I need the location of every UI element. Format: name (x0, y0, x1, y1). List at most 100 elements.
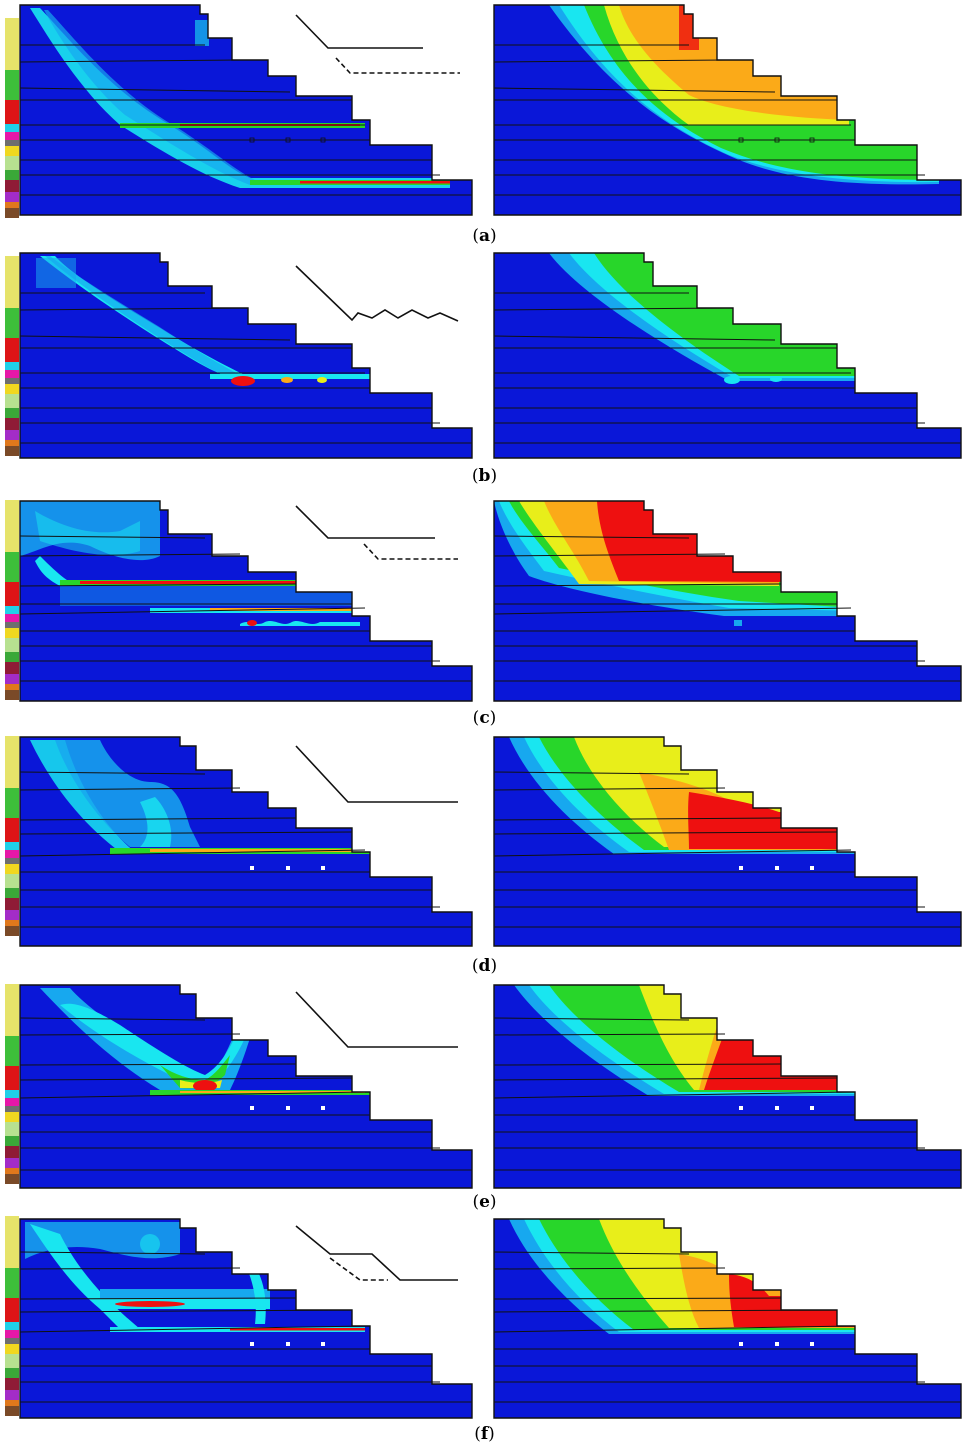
legend-swatch (5, 622, 19, 628)
legend-swatch (5, 898, 19, 910)
legend-swatch (5, 662, 19, 674)
legend-swatch (5, 1122, 19, 1136)
legend-swatch (5, 58, 19, 70)
legend-swatch (5, 1390, 19, 1400)
strain-contour-plot (19, 500, 473, 702)
legend-swatch (5, 384, 19, 394)
legend-swatch (5, 146, 19, 156)
legend-swatch (5, 256, 19, 296)
material-legend-bar (5, 500, 19, 700)
legend-swatch (5, 818, 19, 832)
legend-swatch (5, 156, 19, 170)
legend-swatch (5, 674, 19, 684)
legend-swatch (5, 1136, 19, 1146)
strain-contour-plot (19, 252, 473, 459)
mechanism-sketch (295, 1225, 458, 1281)
legend-swatch (5, 1112, 19, 1122)
figure-row-f: (f) (0, 1214, 969, 1452)
legend-swatch (5, 70, 19, 100)
legend-swatch (5, 1322, 19, 1330)
legend-swatch (5, 192, 19, 202)
caption-letter: f (480, 1424, 489, 1444)
legend-swatch (5, 114, 19, 124)
material-legend-bar (5, 736, 19, 936)
legend-swatch (5, 638, 19, 652)
strain-contour-panel-e (0, 980, 480, 1210)
legend-swatch (5, 208, 19, 218)
legend-swatch (5, 1354, 19, 1368)
strain-contour-plot (19, 4, 473, 216)
legend-swatch (5, 842, 19, 850)
legend-swatch (5, 582, 19, 596)
legend-swatch (5, 1080, 19, 1090)
strain-contour-panel-b (0, 248, 480, 478)
caption-d: (d) (471, 956, 498, 976)
legend-swatch (5, 984, 19, 1024)
legend-swatch (5, 1168, 19, 1174)
legend-swatch (5, 202, 19, 208)
legend-swatch (5, 1368, 19, 1378)
legend-swatch (5, 1036, 19, 1066)
legend-swatch (5, 124, 19, 132)
legend-swatch (5, 296, 19, 308)
legend-swatch (5, 180, 19, 192)
caption-a: (a) (472, 226, 497, 246)
legend-swatch (5, 864, 19, 874)
legend-swatch (5, 614, 19, 622)
legend-swatch (5, 832, 19, 842)
legend-swatch (5, 850, 19, 858)
legend-swatch (5, 858, 19, 864)
mechanism-sketch (295, 991, 458, 1048)
caption-letter: d (478, 956, 491, 976)
legend-swatch (5, 1344, 19, 1354)
material-legend-bar (5, 18, 19, 218)
legend-swatch (5, 170, 19, 180)
legend-swatch (5, 1158, 19, 1168)
displacement-contour-plot (493, 252, 962, 459)
legend-swatch (5, 1024, 19, 1036)
figure-row-e: (e) (0, 980, 969, 1220)
strain-contour-plot (19, 1218, 473, 1419)
legend-swatch (5, 776, 19, 788)
legend-swatch (5, 606, 19, 614)
legend-swatch (5, 352, 19, 362)
legend-swatch (5, 100, 19, 114)
legend-swatch (5, 370, 19, 378)
legend-swatch (5, 1146, 19, 1158)
legend-swatch (5, 408, 19, 418)
legend-swatch (5, 394, 19, 408)
legend-swatch (5, 920, 19, 926)
legend-swatch (5, 1400, 19, 1406)
legend-swatch (5, 690, 19, 700)
caption-b: (b) (471, 466, 498, 486)
legend-swatch (5, 1098, 19, 1106)
material-legend-bar (5, 256, 19, 456)
strain-contour-panel-f (0, 1214, 480, 1444)
material-legend-bar (5, 1216, 19, 1416)
legend-swatch (5, 418, 19, 430)
figure-row-b: (b) (0, 248, 969, 496)
legend-swatch (5, 1090, 19, 1098)
legend-swatch (5, 1378, 19, 1390)
displacement-contour-panel-d (489, 732, 969, 962)
legend-swatch (5, 1312, 19, 1322)
caption-e: (e) (472, 1192, 497, 1212)
legend-swatch (5, 552, 19, 582)
legend-swatch (5, 1338, 19, 1344)
legend-swatch (5, 652, 19, 662)
mechanism-sketch (295, 14, 460, 74)
displacement-contour-plot (493, 500, 962, 702)
legend-swatch (5, 788, 19, 818)
legend-swatch (5, 1298, 19, 1312)
legend-swatch (5, 1406, 19, 1416)
legend-swatch (5, 684, 19, 690)
legend-swatch (5, 1256, 19, 1268)
figure-row-a: (a) (0, 0, 969, 248)
caption-letter: b (478, 466, 491, 486)
legend-swatch (5, 132, 19, 140)
legend-swatch (5, 446, 19, 456)
legend-swatch (5, 338, 19, 352)
mechanism-sketch (295, 265, 459, 322)
legend-swatch (5, 736, 19, 776)
legend-swatch (5, 1066, 19, 1080)
